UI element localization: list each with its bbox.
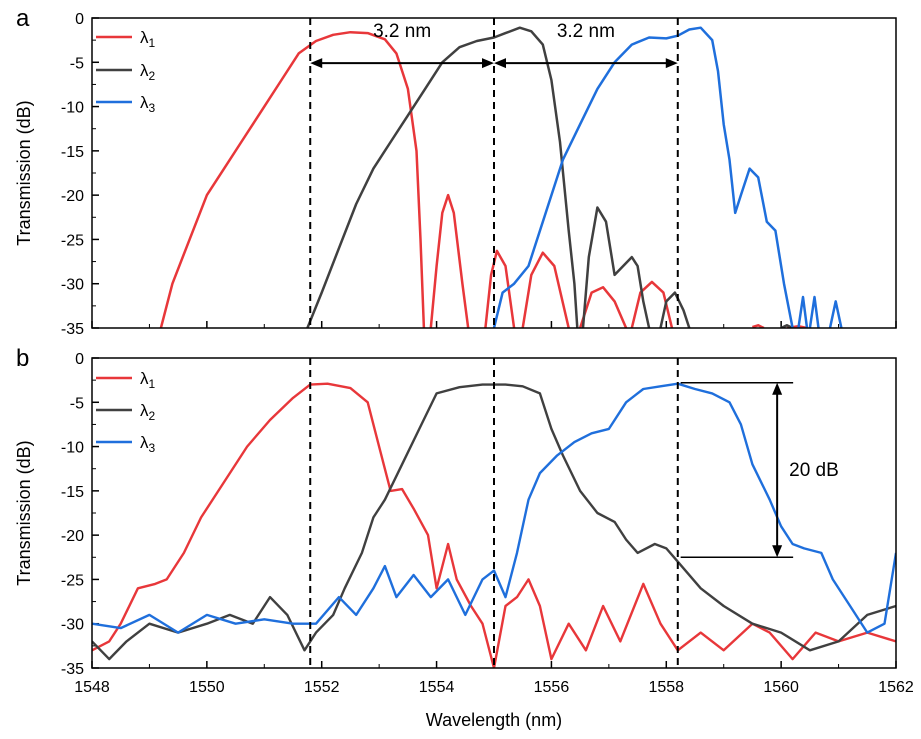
panel-b-ylabel: Transmission (dB) bbox=[14, 440, 34, 585]
x-tick-label: 1548 bbox=[74, 679, 110, 696]
series-line-λ1 bbox=[578, 286, 628, 328]
panel-b-legend: λ1 λ2 λ3 bbox=[96, 369, 156, 455]
series-line-λ1 bbox=[484, 249, 516, 328]
spacing-arrow-1-head-right bbox=[482, 58, 494, 69]
y-tick-label: -15 bbox=[61, 144, 84, 161]
panel-b-y-ticks: 0 -5 -10 -15 -20 -25 -30 -35 bbox=[61, 351, 99, 678]
y-tick-label: -15 bbox=[61, 484, 84, 501]
panel-b-frame bbox=[91, 357, 897, 669]
spacing-label-1: 3.2 nm bbox=[373, 21, 431, 42]
x-axis-label: Wavelength (nm) bbox=[426, 710, 562, 730]
series-line-λ3 bbox=[797, 295, 809, 328]
panel-a-ylabel: Transmission (dB) bbox=[14, 100, 34, 245]
x-tick-label: 1550 bbox=[189, 679, 225, 696]
series-line-λ3 bbox=[808, 295, 820, 328]
panel-a-frame bbox=[91, 17, 897, 329]
series-line-λ2 bbox=[581, 206, 651, 328]
y-tick-label: 0 bbox=[75, 351, 84, 368]
y-tick-label: -30 bbox=[61, 277, 84, 294]
y-tick-label: -20 bbox=[61, 528, 84, 545]
series-line-λ2 bbox=[306, 26, 579, 328]
y-tick-label: -35 bbox=[61, 661, 84, 678]
panel-a-spacing-annotations: 3.2 nm 3.2 nm bbox=[310, 21, 678, 69]
legend-b-label-lambda2: λ2 bbox=[140, 401, 156, 423]
panel-b-label: b bbox=[16, 345, 29, 372]
panel-a-guides bbox=[309, 18, 679, 328]
panel-b-x-ticks: 1548 1550 1552 1554 1556 1558 1560 1562 bbox=[74, 661, 914, 696]
panel-b-plot bbox=[92, 382, 896, 668]
panel-a-plot bbox=[159, 26, 843, 328]
legend-b-label-lambda3: λ3 bbox=[140, 433, 156, 455]
legend-a-label-lambda2: λ2 bbox=[140, 61, 156, 83]
x-tick-label: 1558 bbox=[648, 679, 684, 696]
spacing-arrow-1-head-left bbox=[310, 58, 323, 69]
x-tick-label: 1560 bbox=[763, 679, 799, 696]
y-tick-label: -5 bbox=[70, 55, 84, 72]
legend-a-label-lambda3: λ3 bbox=[140, 93, 156, 115]
y-tick-label: -25 bbox=[61, 232, 84, 249]
series-line-λ1 bbox=[92, 382, 896, 668]
x-tick-label: 1552 bbox=[304, 679, 340, 696]
spacing-label-2: 3.2 nm bbox=[557, 21, 615, 42]
extinction-arrow-head-top bbox=[772, 382, 783, 395]
panel-a: a Transmission (dB) 0 -5 -10 -15 -20 -25 -30 -3… bbox=[14, 5, 897, 338]
y-tick-label: -10 bbox=[61, 100, 84, 117]
extinction-label: 20 dB bbox=[789, 460, 839, 481]
y-tick-label: -5 bbox=[70, 395, 84, 412]
series-line-λ2 bbox=[659, 291, 691, 328]
spacing-arrow-2-head-left bbox=[494, 58, 506, 69]
series-line-λ1 bbox=[159, 30, 426, 328]
series-line-λ3 bbox=[828, 300, 843, 328]
series-line-λ2 bbox=[780, 324, 794, 328]
x-tick-label: 1556 bbox=[534, 679, 570, 696]
series-line-λ1 bbox=[752, 324, 765, 328]
panel-a-y-ticks: 0 -5 -10 -15 -20 -25 -30 -35 bbox=[61, 11, 99, 338]
y-tick-label: -20 bbox=[61, 188, 84, 205]
y-tick-label: 0 bbox=[75, 11, 84, 28]
legend-b-label-lambda1: λ1 bbox=[140, 369, 156, 391]
panel-a-legend: λ1 λ2 λ3 bbox=[96, 28, 156, 115]
spacing-arrow-2-head-right bbox=[665, 58, 678, 69]
y-tick-label: -10 bbox=[61, 440, 84, 457]
series-line-λ1 bbox=[521, 251, 570, 328]
extinction-arrow-head-bottom bbox=[772, 545, 783, 558]
panel-b-guides bbox=[309, 358, 679, 668]
panel-b-extinction-annotation: 20 dB bbox=[680, 382, 839, 559]
x-tick-label: 1562 bbox=[878, 679, 914, 696]
y-tick-label: -30 bbox=[61, 617, 84, 634]
panel-a-label: a bbox=[16, 5, 30, 32]
panel-b: b Transmission (dB) 0 -5 -10 -15 -20 -25 -30 -3… bbox=[14, 345, 914, 696]
series-line-λ3 bbox=[92, 382, 896, 634]
legend-a-label-lambda1: λ1 bbox=[140, 28, 156, 50]
series-line-λ1 bbox=[429, 193, 470, 328]
y-tick-label: -25 bbox=[61, 572, 84, 589]
series-line-λ2 bbox=[92, 383, 896, 661]
y-tick-label: -35 bbox=[61, 321, 84, 338]
series-line-λ3 bbox=[492, 26, 794, 328]
x-tick-label: 1554 bbox=[419, 679, 455, 696]
